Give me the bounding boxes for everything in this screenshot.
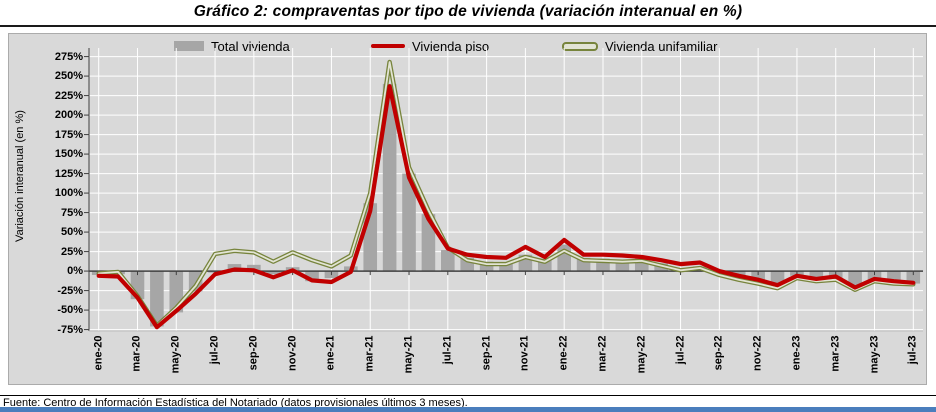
x-axis-tick-label: sep-21 bbox=[480, 335, 493, 371]
bar-total-vivienda bbox=[382, 83, 397, 272]
y-axis-tick-label: 200% bbox=[54, 109, 83, 122]
title-divider bbox=[0, 25, 936, 27]
bar-total-vivienda bbox=[421, 214, 436, 272]
y-axis-tick-label: -25% bbox=[57, 284, 83, 297]
x-axis-tick-label: jul-22 bbox=[674, 335, 687, 365]
chart-legend: Total vivienda Vivienda piso Vivienda unif… bbox=[9, 36, 926, 56]
x-axis-tick-label: ene-20 bbox=[92, 335, 105, 371]
bar-total-vivienda bbox=[499, 263, 513, 272]
x-axis-tick-label: sep-20 bbox=[247, 335, 260, 371]
y-axis-tick-label: 25% bbox=[60, 245, 83, 258]
legend-item: Vivienda piso bbox=[371, 36, 489, 56]
legend-swatch-vivienda-piso bbox=[371, 44, 405, 48]
x-axis-tick-label: mar-20 bbox=[130, 335, 143, 372]
y-axis-tick-label: 275% bbox=[54, 50, 83, 63]
x-axis-tick-label: mar-23 bbox=[829, 335, 842, 372]
footer-divider bbox=[0, 395, 936, 396]
x-axis-tick-label: ene-21 bbox=[324, 335, 337, 371]
bar-total-vivienda bbox=[537, 260, 552, 272]
bar-total-vivienda bbox=[441, 250, 455, 272]
legend-label: Vivienda unifamiliar bbox=[605, 38, 718, 54]
x-axis-tick-label: ene-23 bbox=[790, 335, 803, 371]
y-axis-tick-label: 50% bbox=[60, 226, 83, 239]
y-axis-tick-label: 150% bbox=[54, 148, 83, 161]
bar-total-vivienda bbox=[150, 271, 164, 327]
y-axis-tick-label: 75% bbox=[60, 206, 83, 219]
x-axis-tick-label: may-21 bbox=[402, 335, 415, 374]
legend-label: Total vivienda bbox=[211, 38, 290, 54]
source-note: Fuente: Centro de Información Estadístic… bbox=[3, 397, 468, 409]
plot-area bbox=[84, 48, 923, 332]
y-axis-tick-label: -75% bbox=[57, 323, 83, 336]
bar-total-vivienda bbox=[809, 271, 824, 280]
bar-total-vivienda bbox=[615, 260, 630, 272]
legend-swatch-total-vivienda bbox=[174, 41, 204, 51]
x-axis-tick-label: mar-22 bbox=[596, 335, 609, 372]
bar-total-vivienda bbox=[867, 271, 882, 280]
series-line-vivienda-unifamiliar bbox=[96, 59, 916, 328]
y-axis-tick-label: -50% bbox=[57, 304, 83, 317]
x-axis-tick-label: sep-22 bbox=[712, 335, 725, 371]
x-axis-tick-label: mar-21 bbox=[363, 335, 376, 372]
y-axis-tick-label: 100% bbox=[54, 187, 83, 200]
bar-total-vivienda bbox=[557, 244, 571, 272]
legend-item: Total vivienda bbox=[174, 36, 290, 56]
y-axis-tick-label: 0% bbox=[67, 265, 83, 278]
bar-total-vivienda bbox=[266, 271, 281, 275]
x-axis-tick-label: nov-20 bbox=[286, 335, 299, 371]
series-line-vivienda-piso bbox=[96, 84, 916, 330]
x-axis-tick-label: jul-23 bbox=[906, 335, 919, 365]
series-line-vivienda-unifamiliar-inner bbox=[97, 61, 915, 327]
x-axis-tick-label: jul-21 bbox=[441, 335, 454, 365]
y-axis-tick-label: 250% bbox=[54, 70, 83, 83]
legend-label: Vivienda piso bbox=[412, 38, 490, 54]
x-axis-tick-label: may-20 bbox=[169, 335, 182, 374]
bar-total-vivienda bbox=[402, 173, 416, 272]
bar-total-vivienda bbox=[751, 271, 765, 282]
y-axis-tick-label: 125% bbox=[54, 167, 83, 180]
chart-title: Gráfico 2: compraventas por tipo de vivi… bbox=[193, 3, 743, 20]
bar-total-vivienda bbox=[305, 271, 319, 282]
chart-area: Total vivienda Vivienda piso Vivienda unif… bbox=[8, 33, 927, 385]
x-axis-tick-label: ene-22 bbox=[557, 335, 570, 371]
y-axis-tick-label: 175% bbox=[54, 128, 83, 141]
bar-total-vivienda bbox=[887, 271, 901, 282]
x-axis-tick-label: may-22 bbox=[635, 335, 648, 374]
bar-total-vivienda bbox=[247, 264, 261, 272]
bottom-accent-bar bbox=[0, 407, 936, 412]
legend-item: Vivienda unifamiliar bbox=[562, 36, 718, 56]
x-axis-tick-label: nov-22 bbox=[751, 335, 764, 371]
x-axis-tick-label: nov-21 bbox=[518, 335, 531, 371]
y-axis-tick-label: 225% bbox=[54, 89, 83, 102]
legend-swatch-vivienda-unifamiliar bbox=[562, 41, 598, 51]
bar-total-vivienda bbox=[479, 261, 494, 272]
x-axis-tick-label: may-23 bbox=[868, 335, 880, 374]
x-axis-tick-label: jul-20 bbox=[208, 335, 221, 365]
chart-canvas bbox=[84, 48, 923, 332]
